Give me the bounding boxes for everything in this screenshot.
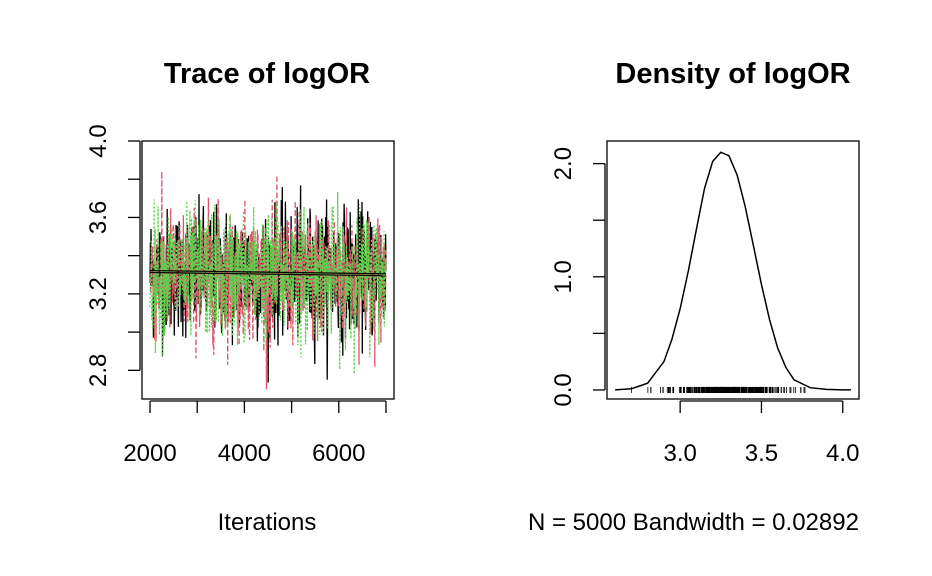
- density-rug: [630, 386, 806, 393]
- density-x-axis: 3.0 3.5 4.0: [663, 400, 859, 467]
- density-x-tick-label: 4.0: [826, 440, 859, 467]
- density-plot-frame: [606, 140, 860, 400]
- density-y-tick-label: 0.0: [550, 373, 577, 406]
- trace-y-axis: 2.8 3.2 3.6 4.0: [85, 124, 141, 387]
- density-x-tick-label: 3.0: [663, 440, 696, 467]
- trace-x-tick-label: 2000: [123, 440, 176, 467]
- density-y-axis: 0.0 1.0 2.0: [550, 147, 606, 407]
- trace-y-tick-label: 4.0: [85, 124, 112, 157]
- trace-y-tick-label: 3.2: [85, 277, 112, 310]
- trace-x-axis: 2000 4000 6000: [123, 400, 387, 467]
- density-y-tick-label: 1.0: [550, 260, 577, 293]
- density-x-tick-label: 3.5: [745, 440, 778, 467]
- density-y-tick-label: 2.0: [550, 147, 577, 180]
- trace-mean-line-3: [150, 271, 386, 277]
- density-x-label: N = 5000 Bandwidth = 0.02892: [528, 509, 859, 536]
- trace-plot: Trace of logOR 2000 4000 6000 2.8 3.2 3.6 4.0…: [85, 58, 395, 536]
- density-title: Density of logOR: [615, 58, 850, 90]
- trace-series-line-3: [149, 192, 387, 374]
- trace-mean-line-1: [150, 269, 386, 275]
- density-curve: [615, 151, 851, 391]
- trace-x-tick-label: 4000: [218, 440, 271, 467]
- trace-series-group: [149, 171, 387, 390]
- trace-x-tick-label: 6000: [312, 440, 365, 467]
- trace-y-tick-label: 2.8: [85, 354, 112, 387]
- trace-title: Trace of logOR: [164, 58, 370, 90]
- trace-x-label: Iterations: [218, 509, 317, 536]
- density-plot: Density of logOR 3.0 3.5 4.0 0.0 1.0 2.0 N =…: [528, 58, 860, 536]
- trace-plot-frame: [141, 140, 395, 400]
- trace-y-tick-label: 3.6: [85, 201, 112, 234]
